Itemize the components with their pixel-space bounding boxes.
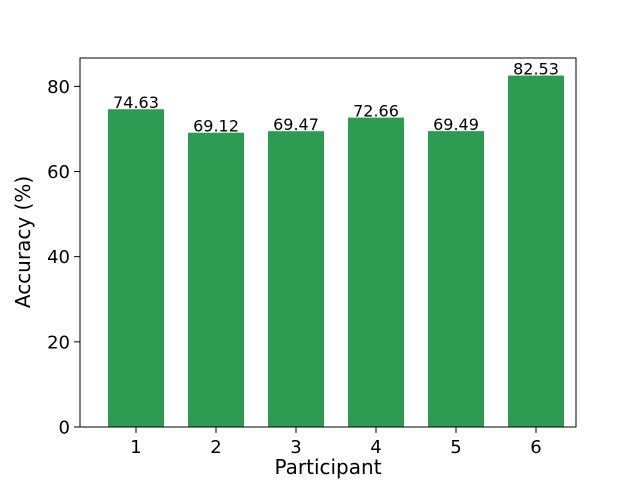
bar-value-label: 72.66 [353, 102, 399, 121]
x-tick-label: 2 [210, 437, 221, 458]
y-tick-label: 80 [47, 77, 70, 98]
bar-participant-3 [268, 131, 324, 427]
bar-value-label: 69.47 [273, 115, 319, 134]
bar-participant-4 [348, 117, 404, 427]
y-axis-title: Accuracy (%) [11, 176, 35, 308]
x-tick-label: 3 [290, 437, 301, 458]
bar-value-label: 69.49 [433, 115, 479, 134]
bars [108, 75, 564, 428]
bar-data-labels: 74.63 69.12 69.47 72.66 69.49 82.53 [113, 60, 559, 136]
bar-participant-6 [508, 75, 564, 427]
x-axis-title: Participant [274, 455, 381, 479]
plot-frame [79, 57, 577, 428]
x-tick-label: 6 [530, 437, 541, 458]
y-tick-label: 60 [47, 162, 70, 183]
y-axis-ticks: 0 20 40 60 80 [47, 77, 80, 439]
bar-participant-2 [188, 132, 244, 427]
y-tick-label: 40 [47, 247, 70, 268]
x-axis-ticks: 1 2 3 4 5 6 [130, 427, 542, 458]
x-tick-label: 5 [450, 437, 461, 458]
y-tick-label: 20 [47, 332, 70, 353]
bar-participant-1 [108, 109, 164, 428]
bar-value-label: 69.12 [193, 117, 239, 136]
bar-participant-5 [428, 131, 484, 427]
x-tick-label: 1 [130, 437, 141, 458]
bar-value-label: 82.53 [513, 60, 559, 79]
bar-value-label: 74.63 [113, 93, 159, 112]
y-tick-label: 0 [59, 418, 70, 439]
x-tick-label: 4 [370, 437, 381, 458]
